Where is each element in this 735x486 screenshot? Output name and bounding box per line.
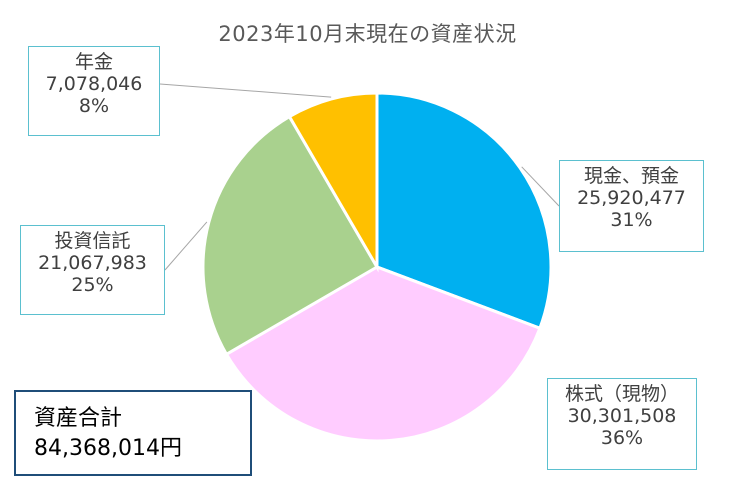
slice-label-pension-name: 年金 — [74, 51, 113, 73]
slice-label-cash-value: 25,920,477 — [577, 187, 686, 209]
slice-label-stocks: 株式（現物） 30,301,508 36% — [547, 378, 697, 470]
total-assets-label: 資産合計 — [34, 406, 123, 431]
slice-label-cash: 現金、預金 25,920,477 31% — [559, 160, 704, 252]
slice-label-pension-percent: 8% — [78, 95, 110, 117]
slice-label-cash-name: 現金、預金 — [583, 165, 679, 187]
leader-line-pension — [159, 83, 332, 98]
pie-slice-funds — [201, 114, 380, 357]
slice-label-pension-value: 7,078,046 — [45, 73, 143, 95]
slice-label-funds: 投資信託 21,067,983 25% — [20, 225, 165, 315]
slice-label-stocks-percent: 36% — [600, 427, 644, 449]
slice-label-stocks-name: 株式（現物） — [564, 383, 679, 405]
slice-label-pension: 年金 7,078,046 8% — [28, 46, 160, 136]
slice-label-cash-percent: 31% — [610, 209, 653, 231]
slice-label-stocks-value: 30,301,508 — [567, 405, 677, 427]
chart-title: 2023年10月末現在の資産状況 — [218, 22, 517, 46]
pie-slice-pension — [287, 91, 379, 273]
pie-slice-cash — [375, 91, 553, 331]
total-assets-value: 84,368,014円 — [34, 436, 182, 461]
leader-line-cash — [521, 166, 560, 207]
total-assets-box: 資産合計 84,368,014円 — [14, 390, 252, 476]
slice-label-funds-name: 投資信託 — [54, 230, 131, 252]
slice-label-funds-percent: 25% — [71, 274, 114, 296]
slice-label-funds-value: 21,067,983 — [38, 252, 147, 274]
leader-line-funds — [164, 221, 208, 271]
